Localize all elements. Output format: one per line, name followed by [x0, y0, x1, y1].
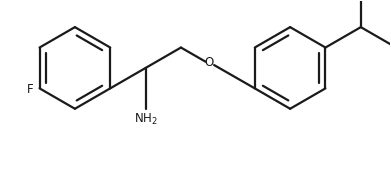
Text: O: O [205, 56, 214, 69]
Text: NH$_2$: NH$_2$ [134, 112, 158, 127]
Text: F: F [27, 83, 34, 96]
